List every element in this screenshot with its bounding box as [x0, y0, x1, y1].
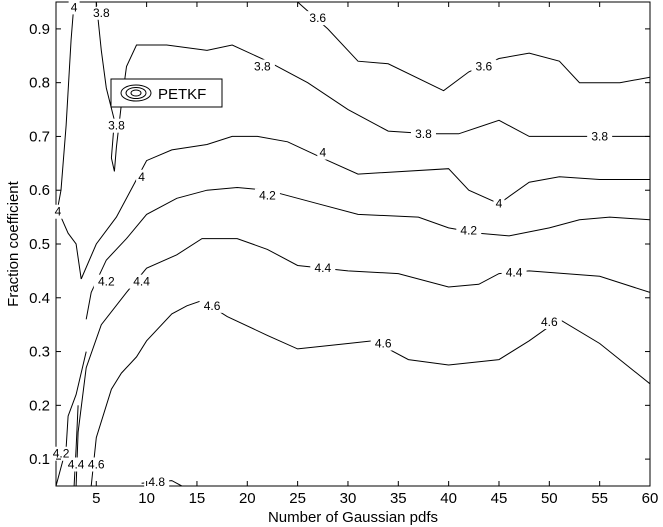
- contour-label: 4.4: [133, 275, 150, 289]
- contour-label: 4: [71, 0, 78, 14]
- contour-label-bg: [144, 475, 170, 490]
- contour-label: 3.8: [415, 127, 432, 141]
- contour-label-bg: [129, 274, 155, 289]
- y-tick-label: 0.3: [29, 344, 50, 361]
- contour-labels: 443.83.83.83.8 3.83.63.64444.24.24.24.44.…: [48, 0, 613, 490]
- contour-label-bg: [305, 11, 331, 26]
- contour-label-bg: [48, 446, 74, 461]
- x-axis-label: Number of Gaussian pdfs: [268, 509, 438, 526]
- contour-label: 3.6: [476, 60, 493, 74]
- contour-label: 4.6: [204, 299, 221, 313]
- contour-label-bg: [52, 204, 64, 219]
- x-tick-label: 35: [390, 490, 407, 507]
- contour-label: 3.8: [254, 60, 271, 74]
- contour-label-bg: [93, 274, 119, 289]
- contour-label: 4.2: [98, 275, 115, 289]
- y-tick-label: 0.2: [29, 397, 50, 414]
- contour-label-bg: [410, 126, 436, 141]
- y-tick-label: 0.8: [29, 75, 50, 92]
- contour-label: 4: [319, 146, 326, 160]
- x-tick-label: 25: [289, 490, 306, 507]
- contour-label-bg: [68, 0, 80, 15]
- contour-label-bg: [456, 223, 482, 238]
- x-tick-label: 40: [440, 490, 457, 507]
- contour-label: 4: [55, 205, 62, 219]
- contour-label: 4.6: [375, 336, 392, 350]
- y-tick-label: 0.4: [29, 290, 50, 307]
- legend-entry-label: PETKF: [158, 86, 206, 103]
- x-tick-label: 5: [92, 490, 100, 507]
- contour-label: 3.8: [108, 119, 125, 133]
- y-axis-ticks: 0.1 0.2 0.3 0.4 0.5 0.6 0.7 0.8 0.9: [29, 21, 650, 468]
- contour-label-bg: [83, 457, 109, 472]
- contour-label-bg: [471, 59, 497, 74]
- contour-line-4: [60, 216, 82, 280]
- contour-label: 3.6: [309, 11, 326, 25]
- contour-label: 4: [496, 197, 503, 211]
- x-tick-label: 60: [642, 490, 659, 507]
- contour-label-bg: [136, 169, 148, 184]
- contour-line-4: [56, 2, 75, 218]
- contour-label: 4.2: [259, 189, 276, 203]
- contour-label-bg: [370, 336, 396, 351]
- x-tick-label: 30: [340, 490, 357, 507]
- contour-label-bg: [317, 145, 329, 160]
- plot-frame: [55, 1, 651, 487]
- x-tick-label: 45: [491, 490, 508, 507]
- contour-label: 3.8: [591, 129, 608, 143]
- plot-border: [55, 1, 651, 487]
- legend: PETKF: [110, 78, 223, 108]
- x-tick-label: 10: [138, 490, 155, 507]
- legend-contour-ring: [130, 89, 142, 97]
- contour-lines: [56, 2, 650, 486]
- contour-label: 4.2: [460, 224, 477, 238]
- x-axis-ticks: 5 10 15 20 25 30 35 40 45 50 55 60: [92, 2, 658, 507]
- contour-label: 4: [138, 170, 145, 184]
- contour-label: 4.4: [68, 457, 85, 471]
- contour-line-4-4: [73, 405, 79, 486]
- contour-label: 4.6: [88, 457, 105, 471]
- x-tick-label: 55: [591, 490, 608, 507]
- contour-label-bg: [501, 265, 527, 280]
- contour-label: 4.2: [53, 447, 70, 461]
- contour-label-bg: [493, 196, 505, 211]
- contour-line-4-2: [85, 186, 650, 320]
- y-tick-label: 0.6: [29, 182, 50, 199]
- contour-label-bg: [254, 188, 280, 203]
- y-tick-label: 0.7: [29, 128, 50, 145]
- legend-contour-ring: [125, 87, 147, 99]
- y-tick-label: 0.5: [29, 236, 50, 253]
- contour-label-bg: [103, 118, 129, 133]
- contour-line-4-2: [56, 351, 87, 486]
- contour-line-4-4: [75, 238, 650, 486]
- contour-label-bg: [310, 261, 336, 276]
- legend-contour-ring: [120, 84, 152, 102]
- legend-box: [110, 78, 223, 108]
- y-tick-label: 0.9: [29, 21, 50, 38]
- contour-line-3-8: [95, 2, 650, 172]
- contour-label-bg: [249, 59, 275, 74]
- y-axis-label: Fraction coefficient: [5, 180, 22, 306]
- contour-label-bg: [199, 298, 225, 313]
- x-tick-label: 15: [189, 490, 206, 507]
- contour-legend-icon: [120, 84, 152, 102]
- contour-line-4-6: [90, 299, 650, 486]
- contour-label-bg: [63, 457, 89, 472]
- y-tick-label: 0.1: [29, 451, 50, 468]
- x-tick-label: 50: [541, 490, 558, 507]
- contour-label-bg: [536, 314, 562, 329]
- contour-line-4: [80, 135, 650, 280]
- contour-label: 4.8: [148, 475, 165, 489]
- x-tick-label: 20: [239, 490, 256, 507]
- contour-label: 3.8: [93, 6, 110, 20]
- contour-line-3-6: [297, 2, 650, 92]
- contour-label: 4.6: [541, 315, 558, 329]
- contour-label-bg: [587, 129, 613, 144]
- contour-label: 4.4: [506, 266, 523, 280]
- contour-label: 4.4: [314, 261, 331, 275]
- contour-label-bg: [88, 5, 114, 20]
